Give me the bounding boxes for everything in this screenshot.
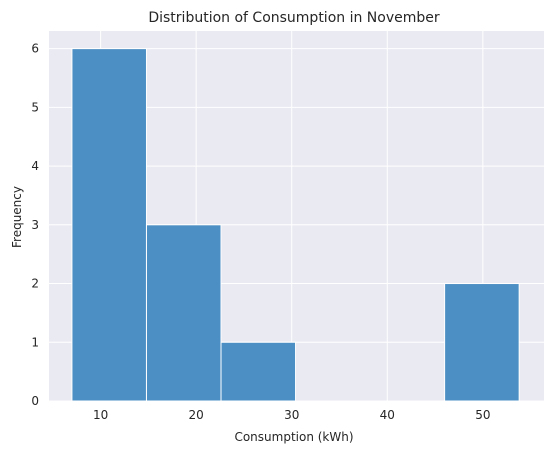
y-axis-label: Frequency <box>10 186 24 248</box>
x-tick-label: 10 <box>93 408 108 422</box>
y-tick-label: 2 <box>31 277 39 291</box>
y-tick-label: 4 <box>31 159 39 173</box>
y-tick-label: 6 <box>31 42 39 56</box>
histogram-bar <box>71 48 147 402</box>
x-axis-ticks: 10 20 30 40 50 <box>93 408 491 422</box>
x-tick-label: 30 <box>284 408 299 422</box>
histogram-bar <box>220 341 297 402</box>
x-tick-label: 40 <box>380 408 395 422</box>
y-tick-label: 0 <box>31 394 39 408</box>
y-axis-ticks: 0 1 2 3 4 5 6 <box>31 42 39 408</box>
histogram-bar <box>444 283 520 402</box>
bars <box>71 48 520 402</box>
y-tick-label: 5 <box>31 100 39 114</box>
x-tick-label: 20 <box>189 408 204 422</box>
chart-title: Distribution of Consumption in November <box>148 10 440 26</box>
histogram-bar <box>145 224 222 402</box>
y-tick-label: 1 <box>31 335 39 349</box>
x-tick-label: 50 <box>475 408 490 422</box>
x-axis-label: Consumption (kWh) <box>234 430 353 444</box>
y-tick-label: 3 <box>31 218 39 232</box>
